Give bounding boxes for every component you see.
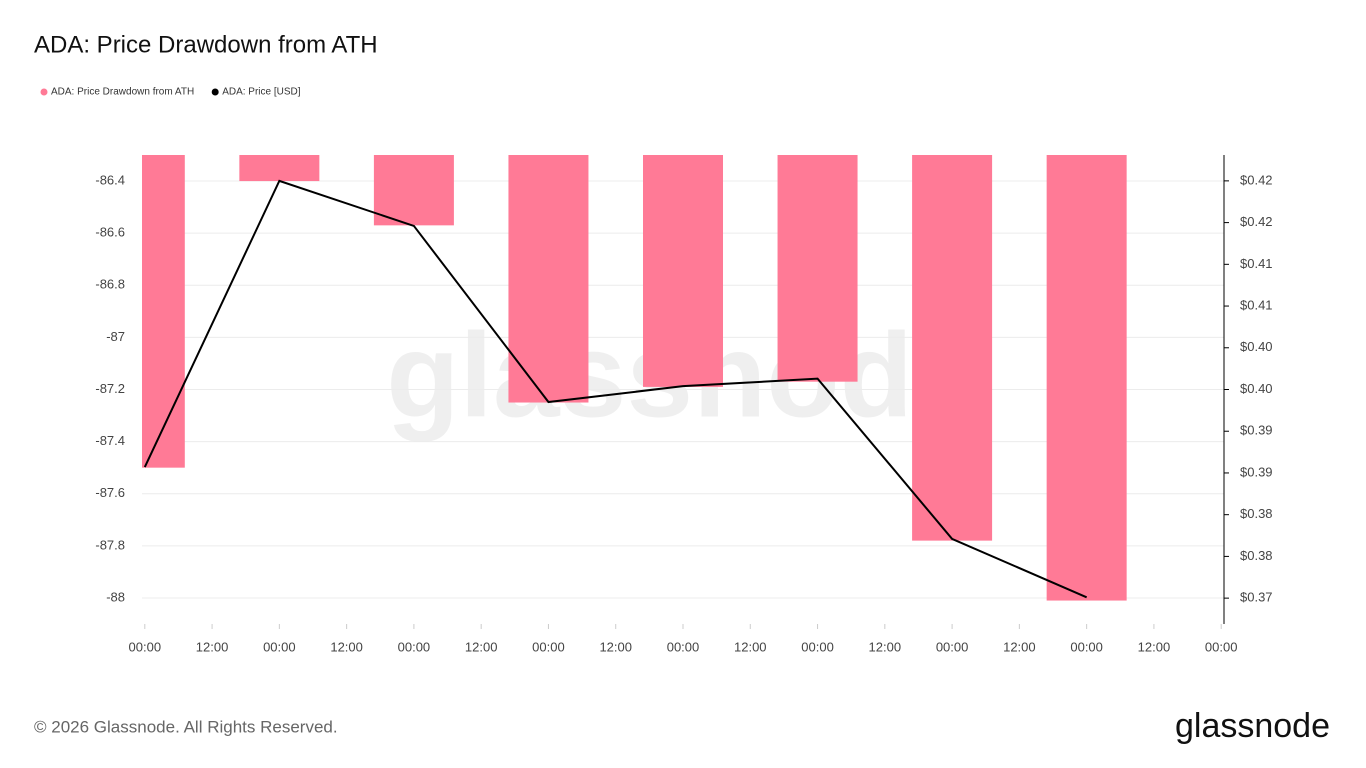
x-tick-label: 00:00 [1205,639,1238,654]
x-tick-label: 12:00 [465,639,498,654]
legend-marker [40,88,48,96]
x-tick-label: 12:00 [734,639,767,654]
y2-tick-label: $0.41 [1240,256,1273,271]
bar [777,155,858,382]
bar [142,155,185,468]
y-tick-label: -87.4 [95,433,125,448]
y-tick-label: -86.4 [95,172,125,187]
bar [239,155,320,182]
bar [373,155,454,226]
logo: glassnode [1175,707,1330,745]
bar [1046,155,1127,601]
x-tick-label: 00:00 [1070,639,1103,654]
x-tick-label: 12:00 [1003,639,1036,654]
y2-tick-label: $0.40 [1240,339,1273,354]
x-tick-label: 00:00 [129,639,162,654]
x-tick-label: 00:00 [801,639,834,654]
y-tick-label: -87.8 [95,537,125,552]
y2-tick-label: $0.39 [1240,464,1273,479]
y2-tick-label: $0.38 [1240,506,1273,521]
x-tick-label: 00:00 [532,639,565,654]
bar [643,155,723,387]
y2-tick-label: $0.37 [1240,590,1273,605]
x-tick-label: 12:00 [869,639,902,654]
y-tick-label: -87 [106,329,125,344]
x-tick-label: 12:00 [330,639,363,654]
x-tick-label: 00:00 [936,639,969,654]
y-tick-label: -87.2 [95,381,125,396]
y2-tick-label: $0.39 [1240,423,1273,438]
footer: © 2026 Glassnode. All Rights Reserved. [34,717,338,736]
price-line [143,179,1088,599]
y2-tick-label: $0.40 [1240,381,1273,396]
x-tick-label: 00:00 [263,639,296,654]
x-tick-label: 00:00 [667,639,700,654]
plot-area [142,155,1127,601]
y2-tick-label: $0.42 [1240,214,1273,229]
legend-marker [211,88,219,96]
legend-label: ADA: Price [USD] [222,87,301,98]
x-tick-label: 12:00 [599,639,632,654]
x-tick-label: 12:00 [196,639,229,654]
x-tick-label: 12:00 [1138,639,1171,654]
y-tick-label: -87.6 [95,485,125,500]
bar [508,155,589,403]
bar [912,155,993,541]
y-tick-label: -86.8 [95,277,125,292]
y2-tick-label: $0.38 [1240,548,1273,563]
y2-tick-label: $0.42 [1240,172,1273,187]
y2-tick-label: $0.41 [1240,297,1273,312]
y-tick-label: -86.6 [95,225,125,240]
x-tick-label: 00:00 [398,639,431,654]
legend-label: ADA: Price Drawdown from ATH [51,87,194,98]
y-tick-label: -88 [106,589,125,604]
legend: ADA: Price Drawdown from ATH ADA: Price [… [40,87,301,98]
chart-title: ADA: Price Drawdown from ATH [34,31,378,58]
